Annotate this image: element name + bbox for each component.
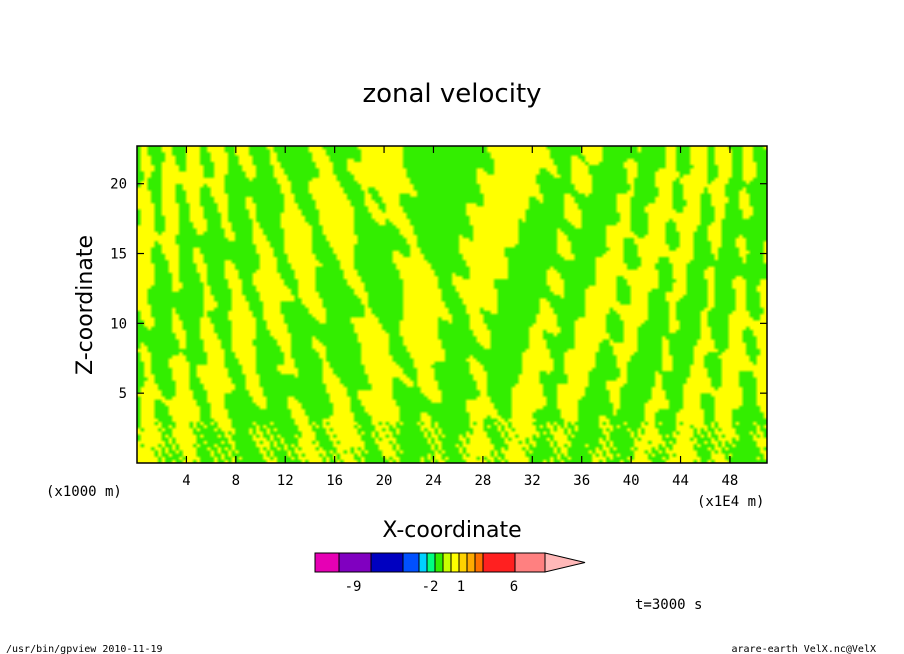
colorbar-tick-labels: -9 -2 1 6 <box>345 579 519 595</box>
colorbar-segment <box>338 552 372 573</box>
footer-source: arare-earth_VelX.nc@VelX <box>732 644 877 654</box>
y-tick-label: 15 <box>110 247 127 263</box>
y-axis-label: Z-coordinate <box>73 235 98 375</box>
colorbar-segment <box>458 552 468 573</box>
colorbar-segment <box>514 552 546 573</box>
x-tick-label: 36 <box>573 473 590 489</box>
colorbar-segment <box>370 552 404 573</box>
y-axis-ticks: 5 10 15 20 <box>110 177 767 402</box>
x-tick-label: 20 <box>376 473 393 489</box>
velocity-contour-fill <box>137 146 767 463</box>
x-tick-label: 44 <box>672 473 689 489</box>
x-tick-label: 4 <box>182 473 190 489</box>
footer-command: /usr/bin/gpview 2010-11-19 <box>6 644 163 654</box>
colorbar-tick-label: 1 <box>457 579 465 595</box>
x-tick-label: 16 <box>326 473 343 489</box>
x-tick-label: 24 <box>425 473 442 489</box>
x-tick-label: 48 <box>722 473 739 489</box>
time-label: t=3000 s <box>635 597 702 613</box>
x-axis-label: X-coordinate <box>382 518 521 543</box>
colorbar-segment <box>402 552 420 573</box>
x-scale-label: (x1E4 m) <box>697 494 764 510</box>
x-tick-label: 40 <box>623 473 640 489</box>
colorbar <box>314 552 586 573</box>
x-tick-label: 12 <box>277 473 294 489</box>
colorbar-arrow <box>544 552 586 573</box>
colorbar-segment <box>434 552 444 573</box>
y-tick-label: 10 <box>110 316 127 332</box>
colorbar-segment <box>314 552 340 573</box>
colorbar-segment <box>474 552 484 573</box>
y-tick-label: 20 <box>110 177 127 193</box>
colorbar-segment <box>450 552 460 573</box>
velocity-field <box>137 146 767 463</box>
y-tick-label: 5 <box>119 386 127 402</box>
colorbar-segment <box>426 552 436 573</box>
colorbar-segment <box>442 552 452 573</box>
x-tick-label: 8 <box>232 473 240 489</box>
colorbar-segment <box>418 552 428 573</box>
chart-title: zonal velocity <box>362 79 541 109</box>
colorbar-tick-label: -9 <box>345 579 362 595</box>
plot-frame <box>136 145 768 464</box>
colorbar-tick-label: 6 <box>510 579 518 595</box>
plot-area <box>137 146 767 463</box>
x-tick-label: 32 <box>524 473 541 489</box>
x-tick-label: 28 <box>474 473 491 489</box>
x-axis-ticks: 4 8 12 16 20 24 28 32 36 40 44 48 <box>182 146 738 489</box>
colorbar-tick-label: -2 <box>422 579 439 595</box>
colorbar-segment <box>482 552 516 573</box>
y-scale-label: (x1000 m) <box>46 484 122 500</box>
colorbar-segment <box>466 552 476 573</box>
